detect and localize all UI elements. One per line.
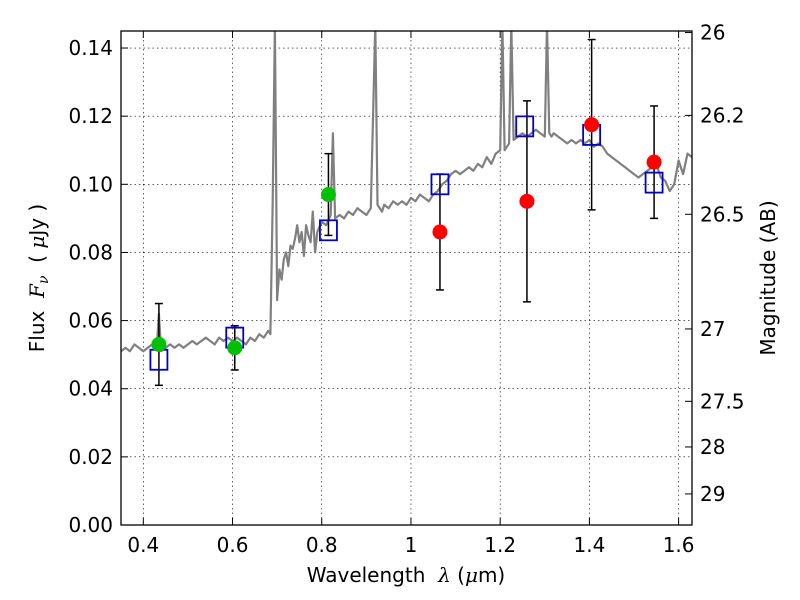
- y-axis-title: Flux Fν ( μJy ): [25, 204, 52, 352]
- mag-tick-label: 29: [700, 482, 725, 506]
- observed-point: [584, 117, 600, 133]
- y-tick-label: 0.08: [68, 240, 113, 264]
- y-tick-label: 0.14: [68, 36, 113, 60]
- x-tick-label: 1.4: [573, 533, 605, 557]
- x-tick-label: 0.8: [306, 533, 338, 557]
- model-point: [319, 219, 338, 242]
- observed-point: [646, 154, 662, 170]
- x-tick-label: 0.4: [127, 533, 159, 557]
- x-tick-label: 1.6: [663, 533, 695, 557]
- y-tick-label: 0.04: [68, 377, 113, 401]
- mag-tick-label: 28: [700, 435, 725, 459]
- observed-point: [432, 224, 448, 240]
- x-tick-label: 0.6: [217, 533, 249, 557]
- axis-ticks: 0.4 0.6 0.8 1 1.2 1.4 1.6 0.00 0.02 0.04 0.06 0.08 0…: [68, 21, 744, 557]
- plot-frame: [120, 30, 693, 526]
- model-point: [515, 115, 535, 138]
- y-tick-label: 0.06: [68, 309, 113, 333]
- x-tick-label: 1.2: [484, 533, 516, 557]
- mag-tick-label: 27.5: [700, 389, 745, 413]
- observed-point: [227, 340, 243, 356]
- y-tick-label: 0.00: [68, 513, 113, 537]
- observed-point: [519, 193, 535, 209]
- mag-tick-label: 26.5: [700, 202, 745, 226]
- model-point: [644, 171, 664, 194]
- mag-tick-label: 26: [700, 21, 725, 45]
- y-tick-label: 0.12: [68, 104, 113, 128]
- mag-tick-label: 27: [700, 317, 725, 341]
- observed-point: [151, 336, 167, 352]
- y-tick-label: 0.10: [68, 172, 113, 196]
- observed-point: [320, 187, 336, 203]
- y2-axis-title: Magnitude (AB): [756, 200, 780, 355]
- y-tick-label: 0.02: [68, 445, 113, 469]
- mag-tick-label: 26.2: [700, 103, 745, 127]
- x-tick-label: 1: [405, 533, 418, 557]
- plot-area: [121, 31, 692, 387]
- model-point: [430, 173, 450, 196]
- x-axis-title: Wavelength λ (μm): [307, 563, 506, 587]
